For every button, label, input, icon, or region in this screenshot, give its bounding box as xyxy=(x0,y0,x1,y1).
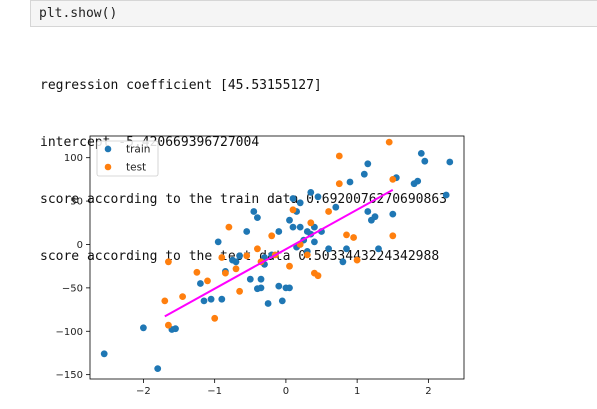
point-train-16 xyxy=(254,214,261,222)
point-train-56 xyxy=(421,157,429,165)
point-test-31 xyxy=(303,251,311,259)
point-test-25 xyxy=(343,231,350,239)
point-test-9 xyxy=(232,265,240,273)
legend-label-train: train xyxy=(126,144,150,156)
point-test-5 xyxy=(204,277,211,285)
point-train-8 xyxy=(214,238,222,246)
point-train-18 xyxy=(257,284,265,292)
legend-label-test: test xyxy=(126,162,146,174)
y-tick-label: 0 xyxy=(77,240,83,251)
point-test-10 xyxy=(236,287,244,295)
point-test-16 xyxy=(286,262,293,270)
point-train-19 xyxy=(257,275,265,283)
x-tick-label: −1 xyxy=(207,386,222,397)
legend: train test xyxy=(96,140,159,177)
regression-line xyxy=(164,189,394,318)
point-train-5 xyxy=(197,280,204,287)
point-test-27 xyxy=(353,256,361,264)
point-train-50 xyxy=(375,245,382,253)
point-test-0 xyxy=(161,297,169,305)
point-test-30 xyxy=(389,232,397,240)
point-train-28 xyxy=(286,216,293,224)
y-tick-label: 100 xyxy=(64,153,83,164)
legend-box xyxy=(96,140,159,177)
point-train-60 xyxy=(296,199,304,207)
point-test-22 xyxy=(325,208,332,215)
point-train-24 xyxy=(275,228,283,235)
point-train-63 xyxy=(289,223,297,231)
point-test-23 xyxy=(335,152,343,160)
point-test-14 xyxy=(268,232,276,240)
y-tick-label: −150 xyxy=(56,370,83,381)
point-test-1 xyxy=(165,321,172,329)
code-line: plt.show() xyxy=(39,6,118,21)
point-train-41 xyxy=(325,245,332,253)
point-train-61 xyxy=(243,228,251,235)
legend-marker-train xyxy=(104,145,112,153)
point-test-17 xyxy=(289,206,297,214)
plot-frame xyxy=(89,135,465,380)
point-train-35 xyxy=(307,189,315,196)
point-train-0 xyxy=(100,350,108,358)
point-train-14 xyxy=(246,275,254,283)
point-train-31 xyxy=(296,223,304,231)
y-tick-label: −50 xyxy=(62,283,83,294)
point-train-37 xyxy=(311,238,318,246)
point-test-28 xyxy=(385,138,393,146)
point-train-9 xyxy=(218,295,226,303)
point-train-7 xyxy=(207,295,215,303)
point-test-7 xyxy=(222,269,229,277)
point-test-11 xyxy=(243,252,251,260)
point-test-12 xyxy=(254,245,261,253)
point-train-51 xyxy=(389,210,397,218)
point-train-47 xyxy=(364,208,372,215)
y-tick-label: 50 xyxy=(70,197,83,208)
point-train-39 xyxy=(314,193,322,201)
point-test-24 xyxy=(335,180,343,188)
point-train-25 xyxy=(278,297,286,305)
point-train-15 xyxy=(250,208,258,215)
point-train-58 xyxy=(446,158,454,166)
point-test-4 xyxy=(193,268,201,276)
point-test-2 xyxy=(165,258,172,266)
point-test-8 xyxy=(225,223,233,231)
point-test-32 xyxy=(218,254,226,261)
point-train-44 xyxy=(343,245,350,253)
point-train-27 xyxy=(286,284,293,292)
point-train-21 xyxy=(264,300,272,307)
point-train-43 xyxy=(339,258,347,266)
code-cell[interactable]: plt.show() xyxy=(30,0,597,27)
point-train-46 xyxy=(360,170,368,178)
point-test-19 xyxy=(307,219,315,227)
x-tick-label: 0 xyxy=(283,386,289,397)
point-train-13 xyxy=(236,252,244,260)
point-test-3 xyxy=(179,293,187,300)
point-test-26 xyxy=(350,234,357,241)
x-tick-label: 2 xyxy=(425,386,431,397)
point-train-6 xyxy=(200,297,208,305)
point-train-23 xyxy=(275,282,283,290)
point-train-49 xyxy=(371,213,379,221)
point-train-29 xyxy=(289,195,297,202)
point-test-29 xyxy=(389,176,397,183)
point-train-12 xyxy=(232,258,240,266)
point-test-6 xyxy=(211,314,219,322)
point-train-57 xyxy=(442,191,450,199)
point-train-45 xyxy=(346,178,354,186)
y-tick-label: −100 xyxy=(56,327,83,338)
point-test-21 xyxy=(314,272,322,280)
point-train-4 xyxy=(172,325,179,333)
x-tick-label: 1 xyxy=(354,386,360,397)
point-train-54 xyxy=(414,177,422,185)
x-tick-label: −2 xyxy=(136,386,151,397)
point-train-55 xyxy=(417,150,425,157)
point-train-2 xyxy=(154,365,162,372)
point-train-62 xyxy=(364,160,372,168)
point-train-1 xyxy=(140,324,147,332)
output-line-regression-coefficient: regression coefficient [45.53155127] xyxy=(40,78,322,93)
legend-marker-test xyxy=(104,163,112,171)
point-train-42 xyxy=(332,203,340,211)
